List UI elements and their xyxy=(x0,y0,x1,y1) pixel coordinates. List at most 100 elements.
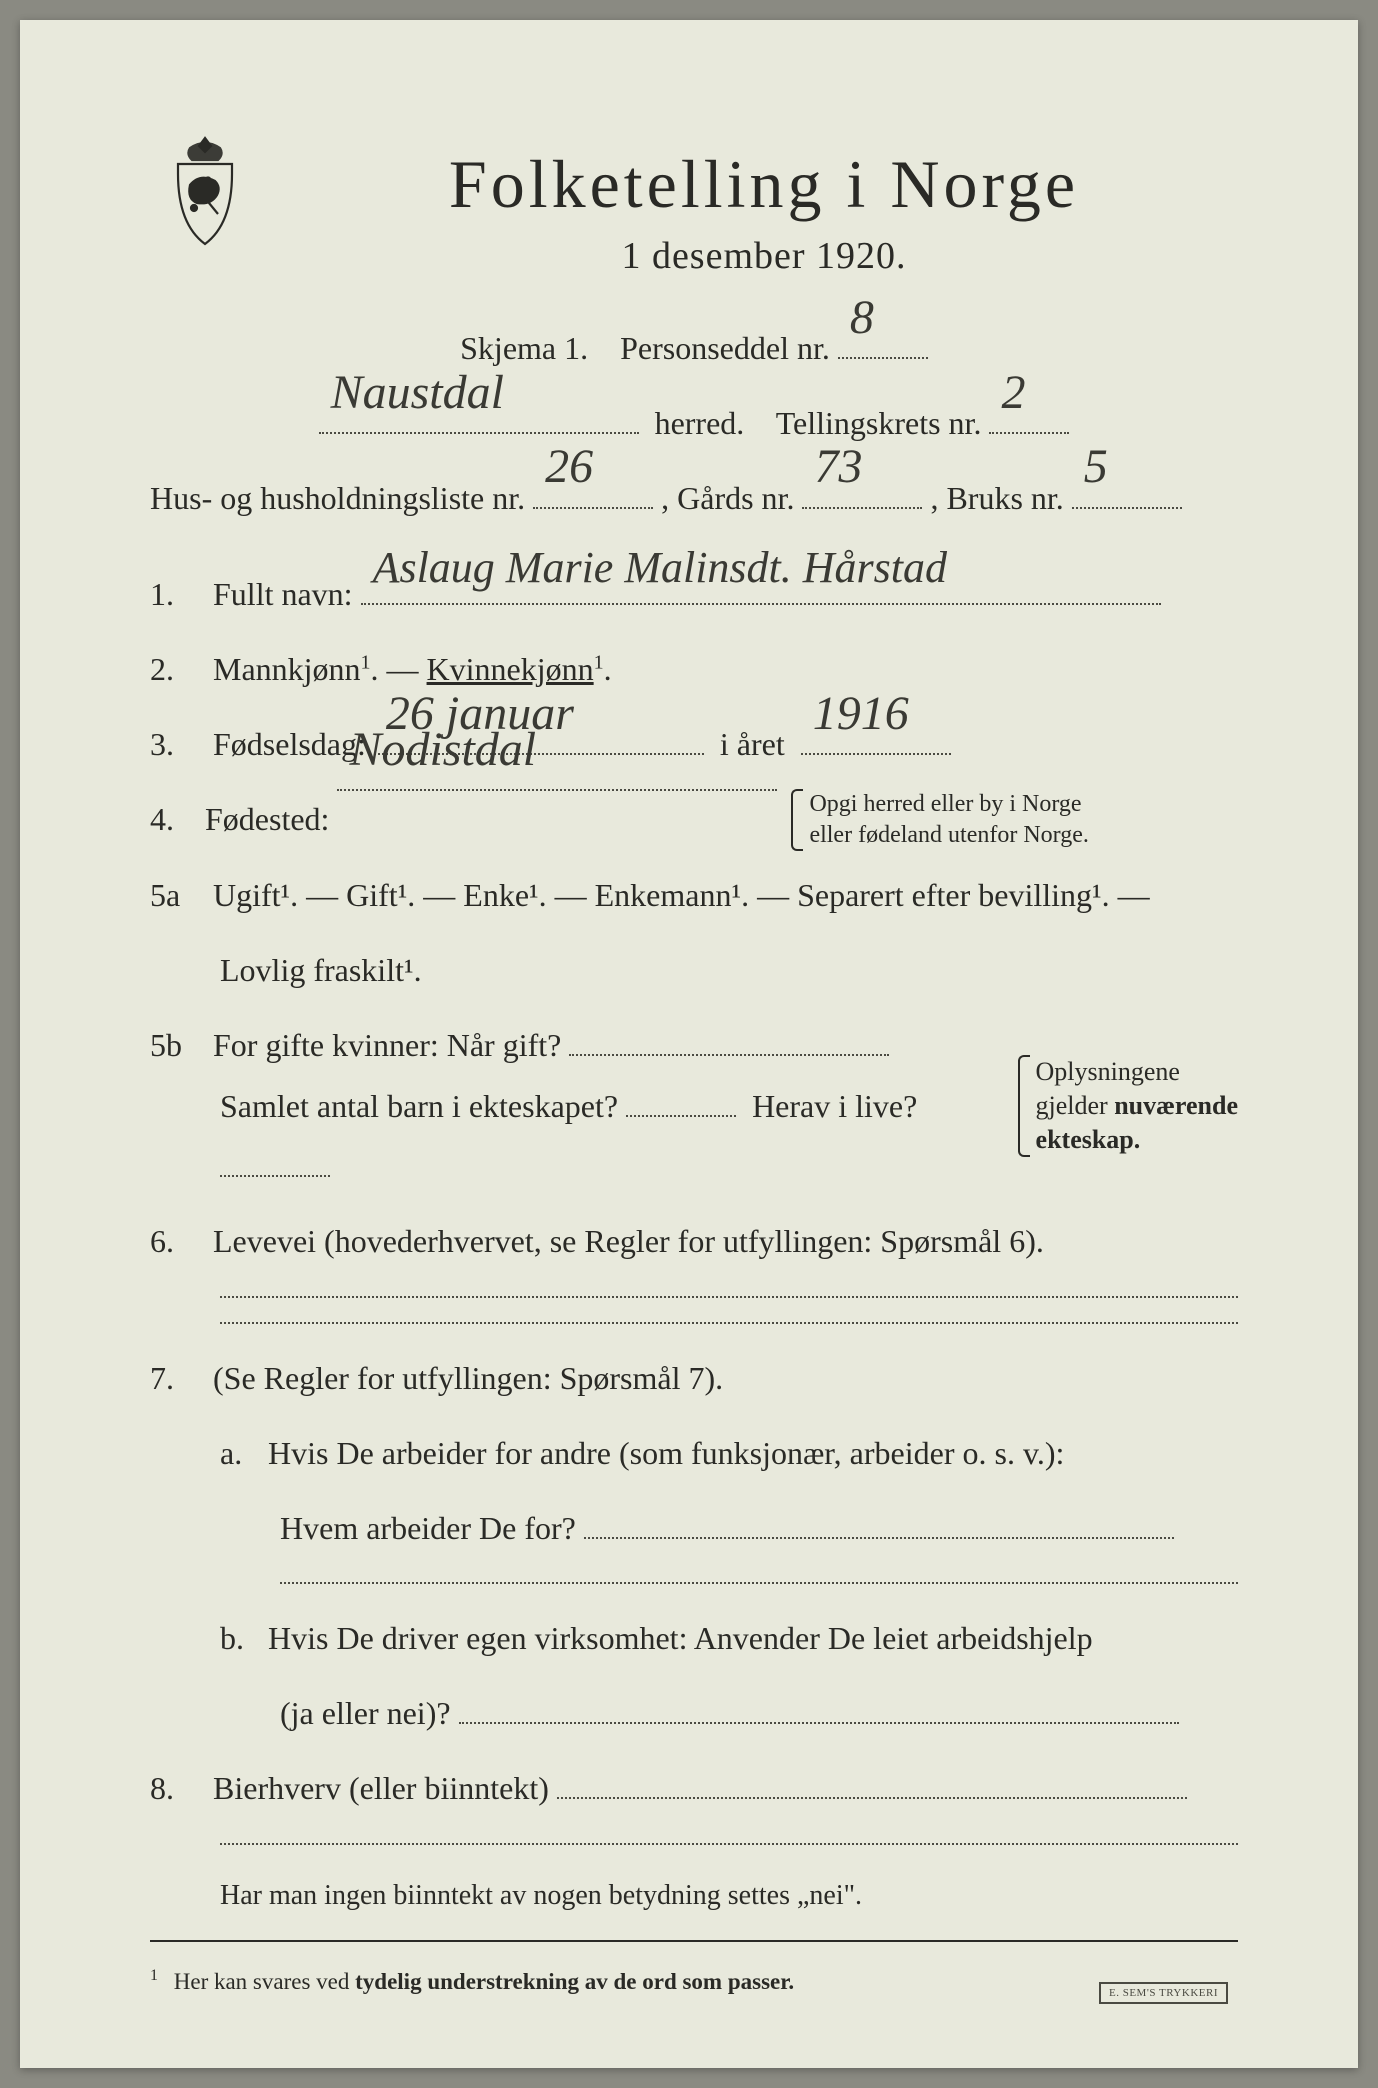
q7a: a. Hvis De arbeider for andre (som funks… xyxy=(150,1423,1238,1484)
q4: 4. Fødested: Nodistdal Opgi herred eller… xyxy=(150,789,1238,851)
q1-label: Fullt navn: xyxy=(213,576,353,612)
personseddel-field: 8 xyxy=(838,357,928,359)
personseddel-value: 8 xyxy=(850,272,874,363)
footer-rule xyxy=(150,1940,1238,1942)
footer-note: Har man ingen biinntekt av nogen betydni… xyxy=(150,1869,1238,1922)
q7b-num: b. xyxy=(220,1608,260,1669)
gards-label: , Gårds nr. xyxy=(661,480,794,516)
q8-label: Bierhverv (eller biinntekt) xyxy=(213,1770,549,1806)
q7-label: (Se Regler for utfyllingen: Spørsmål 7). xyxy=(213,1360,723,1396)
q8: 8. Bierhverv (eller biinntekt) xyxy=(150,1758,1238,1819)
q7b-field xyxy=(459,1722,1179,1724)
main-title: Folketelling i Norge xyxy=(290,145,1238,224)
q3-year-field: 1916 xyxy=(801,753,951,755)
q5a-opts2: Lovlig fraskilt¹. xyxy=(220,952,422,988)
herred-label: herred. xyxy=(655,405,745,441)
q3-year-value: 1916 xyxy=(813,668,909,759)
q1-value: Aslaug Marie Malinsdt. Hårstad xyxy=(373,526,947,610)
husliste-label: Hus- og husholdningsliste nr. xyxy=(150,480,525,516)
q7a-2: Hvem arbeider De for? xyxy=(280,1510,576,1546)
q7b2: (ja eller nei)? xyxy=(150,1683,1238,1744)
tellingskrets-value: 2 xyxy=(1001,347,1025,438)
q5b: 5b For gifte kvinner: Når gift? Samlet a… xyxy=(150,1015,1238,1197)
line-husliste: Hus- og husholdningsliste nr. 26 , Gårds… xyxy=(150,468,1238,529)
q7b: b. Hvis De driver egen virksomhet: Anven… xyxy=(150,1608,1238,1669)
q7a2: Hvem arbeider De for? xyxy=(150,1498,1238,1559)
q5b-note1: Oplysningene xyxy=(1036,1057,1180,1086)
herred-value: Naustdal xyxy=(331,347,504,438)
q5a-2: Lovlig fraskilt¹. xyxy=(150,940,1238,1001)
q5b-note3: ekteskap. xyxy=(1036,1125,1141,1154)
q5b-num: 5b xyxy=(150,1015,205,1076)
q6-blank1 xyxy=(220,1296,1238,1298)
q5b-gift-field xyxy=(569,1054,889,1056)
q5b-row2: Samlet antal barn i ekteskapet? Herav i … xyxy=(150,1076,1004,1198)
q7a-1: Hvis De arbeider for andre (som funksjon… xyxy=(268,1435,1064,1471)
q7-num: 7. xyxy=(150,1348,205,1409)
q5a-opts: Ugift¹. — Gift¹. — Enke¹. — Enkemann¹. —… xyxy=(213,877,1150,913)
q5a-num: 5a xyxy=(150,865,205,926)
q5b-left: 5b For gifte kvinner: Når gift? Samlet a… xyxy=(150,1015,1004,1197)
q7a-field xyxy=(584,1537,1174,1539)
q4-field: Nodistdal xyxy=(337,789,777,791)
crest-svg xyxy=(150,130,260,270)
line-herred: Naustdal herred. Tellingskrets nr. 2 xyxy=(150,393,1238,454)
q1-field: Aslaug Marie Malinsdt. Hårstad xyxy=(361,603,1161,605)
husliste-field: 26 xyxy=(533,507,653,509)
bruks-field: 5 xyxy=(1072,507,1182,509)
sup1b: 1 xyxy=(594,652,604,674)
q5a: 5a Ugift¹. — Gift¹. — Enke¹. — Enkemann¹… xyxy=(150,865,1238,926)
line-skjema: Skjema 1. Personseddel nr. 8 xyxy=(150,318,1238,379)
q5b-row1: 5b For gifte kvinner: Når gift? xyxy=(150,1015,1004,1076)
q4-value: Nodistdal xyxy=(349,704,536,795)
title-block: Folketelling i Norge 1 desember 1920. xyxy=(290,130,1238,278)
q6-label: Levevei (hovederhvervet, se Regler for u… xyxy=(213,1223,1044,1259)
q5b-note: Oplysningene gjelder nuværende ekteskap. xyxy=(1018,1055,1238,1156)
printer-stamp: E. SEM'S TRYKKERI xyxy=(1099,1982,1228,2004)
q3-num: 3. xyxy=(150,714,205,775)
q5b-l1a: For gifte kvinner: Når gift? xyxy=(213,1027,561,1063)
q7a-num: a. xyxy=(220,1423,260,1484)
q4-label: Fødested: xyxy=(205,789,329,850)
q6: 6. Levevei (hovederhvervet, se Regler fo… xyxy=(150,1211,1238,1272)
footnote-marker: 1 xyxy=(150,1967,158,1984)
coat-of-arms-icon xyxy=(150,130,260,270)
q7b-1: Hvis De driver egen virksomhet: Anvender… xyxy=(268,1620,1093,1656)
q6-blank2 xyxy=(220,1322,1238,1324)
census-form-page: Folketelling i Norge 1 desember 1920. Sk… xyxy=(20,20,1358,2068)
footnote: 1 Her kan svares ved tydelig understrekn… xyxy=(150,1960,1238,2004)
bruks-value: 5 xyxy=(1084,421,1108,512)
q1: 1. Fullt navn: Aslaug Marie Malinsdt. Hå… xyxy=(150,564,1238,625)
form-body: Skjema 1. Personseddel nr. 8 Naustdal he… xyxy=(150,318,1238,2004)
husliste-value: 26 xyxy=(545,421,593,512)
tellingskrets-label: Tellingskrets nr. xyxy=(776,405,982,441)
footnote-text: Her kan svares ved tydelig understreknin… xyxy=(174,1969,794,1994)
q5b-barn-field xyxy=(626,1115,736,1117)
q1-num: 1. xyxy=(150,564,205,625)
q2: 2. Mannkjønn1. — Kvinnekjønn1. xyxy=(150,639,1238,700)
q4-note1: Opgi herred eller by i Norge xyxy=(809,791,1081,817)
tellingskrets-field: 2 xyxy=(989,432,1069,434)
gards-value: 73 xyxy=(814,421,862,512)
q4-num: 4. xyxy=(150,789,205,850)
q5b-live-field xyxy=(220,1175,330,1177)
q3: 3. Fødselsdag: 26 januar i året 1916 xyxy=(150,714,1238,775)
personseddel-label: Personseddel nr. xyxy=(620,330,830,366)
q5b-l2a: Samlet antal barn i ekteskapet? xyxy=(220,1088,618,1124)
q3-label: Fødselsdag: xyxy=(213,726,366,762)
footer-note-text: Har man ingen biinntekt av nogen betydni… xyxy=(220,1880,862,1911)
q4-note2: eller fødeland utenfor Norge. xyxy=(809,822,1088,848)
q7: 7. (Se Regler for utfyllingen: Spørsmål … xyxy=(150,1348,1238,1409)
subtitle: 1 desember 1920. xyxy=(290,234,1238,278)
stamp-text: E. SEM'S TRYKKERI xyxy=(1109,1987,1218,1999)
q2-end: . xyxy=(604,651,612,687)
q3-mid: i året xyxy=(720,726,785,762)
q2-mann: Mannkjønn xyxy=(213,651,361,687)
q7a-blank xyxy=(280,1582,1238,1584)
q8-field xyxy=(557,1797,1187,1799)
sup1: 1 xyxy=(361,652,371,674)
gards-field: 73 xyxy=(802,507,922,509)
q2-num: 2. xyxy=(150,639,205,700)
q8-blank xyxy=(220,1843,1238,1845)
q4-note: Opgi herred eller by i Norge eller fødel… xyxy=(791,789,1088,851)
